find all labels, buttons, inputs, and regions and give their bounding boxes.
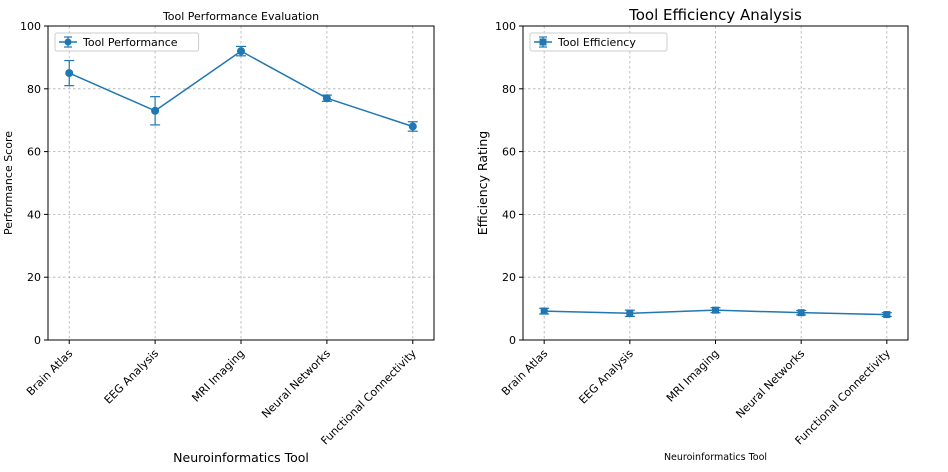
legend-label: Tool Efficiency <box>557 36 636 49</box>
y-tick-label: 60 <box>502 146 516 159</box>
legend: Tool Performance <box>54 32 200 52</box>
y-tick-label: 20 <box>27 271 41 284</box>
data-point <box>626 309 634 317</box>
y-tick-label: 20 <box>502 271 516 284</box>
data-point <box>237 47 245 56</box>
x-tick-label: Brain Atlas <box>24 347 75 398</box>
x-tick-label: Functional Connectivity <box>318 347 419 448</box>
legend-marker <box>64 38 72 46</box>
x-tick-label: MRI Imaging <box>189 347 247 405</box>
x-tick-label: Brain Atlas <box>499 347 550 398</box>
x-tick-label: Neural Networks <box>733 347 807 421</box>
y-tick-label: 60 <box>27 146 41 159</box>
chart-1: 0 20 40 60 80 100 Brain Atlas EEG Analysis MRI I… <box>2 10 435 465</box>
x-tick-label: EEG Analysis <box>102 347 162 407</box>
y-tick-label: 40 <box>502 208 516 221</box>
x-tick-label: Neural Networks <box>259 347 333 421</box>
data-point <box>151 106 160 115</box>
data-point <box>883 311 891 319</box>
legend-box <box>529 32 668 52</box>
x-axis-label: Neuroinformatics Tool <box>664 452 767 463</box>
x-axis-label: Neuroinformatics Tool <box>173 450 309 465</box>
y-tick-label: 0 <box>34 334 41 347</box>
legend-label: Tool Performance <box>82 36 178 49</box>
y-tick-label: 80 <box>502 83 516 96</box>
y-axis-label: Efficiency Rating <box>475 131 490 236</box>
data-point <box>712 306 719 314</box>
y-axis-label: Performance Score <box>2 131 15 235</box>
chart-title: Tool Performance Evaluation <box>162 10 319 23</box>
y-tick-label: 100 <box>20 20 41 33</box>
data-point <box>540 307 548 315</box>
y-tick-label: 40 <box>27 208 41 221</box>
x-tick-label: EEG Analysis <box>576 347 636 407</box>
x-tick-label: Functional Connectivity <box>793 347 894 448</box>
data-point <box>322 94 331 103</box>
y-tick-label: 80 <box>27 83 41 96</box>
y-tick-label: 0 <box>509 334 516 347</box>
y-tick-label: 100 <box>495 20 516 33</box>
legend: Tool Efficiency <box>529 32 668 52</box>
x-tick-label: MRI Imaging <box>664 347 722 405</box>
data-point <box>65 69 74 78</box>
chart-title: Tool Efficiency Analysis <box>628 6 802 24</box>
legend-marker <box>539 38 547 46</box>
data-point <box>408 122 417 131</box>
chart-2: 0 20 40 60 80 100 Brain Atlas EEG Analysis MRI I… <box>475 6 909 463</box>
data-point <box>797 309 805 317</box>
legend-box <box>54 32 200 52</box>
